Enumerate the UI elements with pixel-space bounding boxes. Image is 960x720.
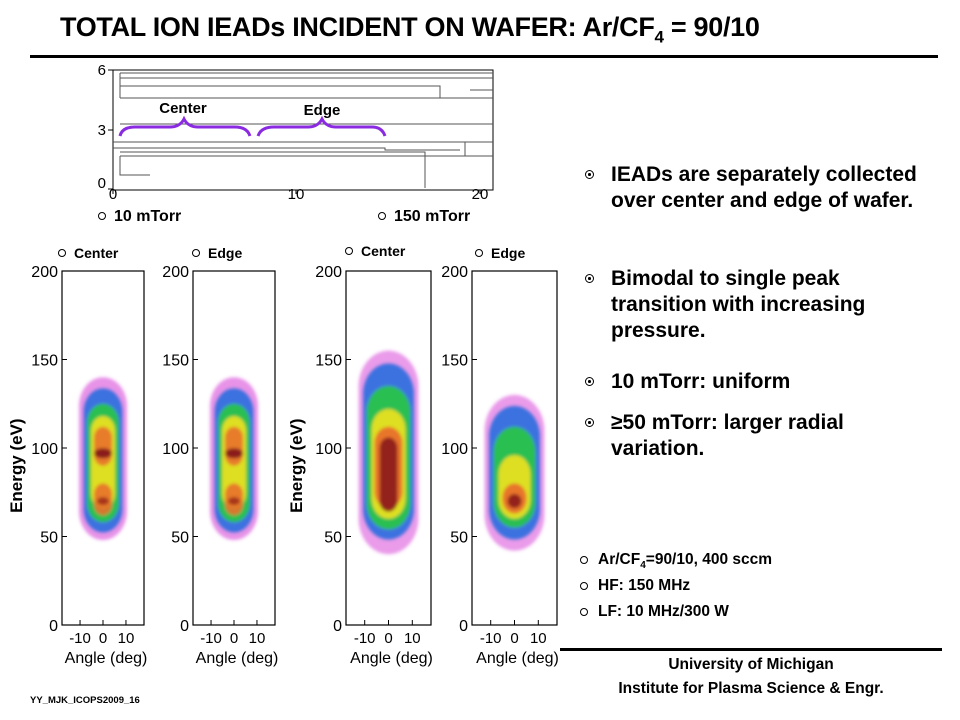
ytick-label: 0 — [333, 618, 342, 635]
ytick-label: 50 — [171, 530, 189, 547]
ylabel-right: Energy (eV) — [287, 418, 306, 512]
bullet-icon — [580, 556, 588, 564]
iead-10-center: 200 150 100 50 0 -10 0 10 Angle (deg) — [31, 264, 147, 667]
ytick-label: 150 — [315, 353, 342, 370]
xtick-label: 10 — [249, 630, 266, 647]
bullet-icon — [585, 418, 594, 427]
geo-xtick-10: 10 — [288, 186, 305, 200]
ytick-label: 150 — [162, 353, 189, 370]
bullet-icon — [580, 608, 588, 616]
bullet-icon — [585, 170, 594, 179]
pressure-header-10: 10 mTorr — [98, 208, 181, 226]
iead-contour-band — [379, 437, 398, 512]
geo-xtick-20: 20 — [472, 186, 489, 200]
ytick-label: 200 — [441, 264, 468, 281]
condition-gas: Ar/CF4=90/10, 400 sccm — [580, 551, 772, 571]
title-rule — [30, 55, 938, 58]
panel-label-10-edge: Edge — [192, 245, 242, 261]
edge-brace — [256, 115, 387, 137]
ytick-label: 200 — [31, 264, 58, 281]
bullet-icon — [585, 274, 594, 283]
footer-rule — [560, 648, 942, 651]
ytick-label: 100 — [441, 441, 468, 458]
bullet-icon — [58, 249, 66, 257]
panel-label-150-edge: Edge — [475, 245, 525, 261]
xlabel: Angle (deg) — [65, 650, 148, 667]
xtick-label: 10 — [530, 630, 547, 647]
xtick-label: -10 — [69, 630, 91, 647]
geo-xtick-0: 0 — [109, 186, 117, 200]
reactor-geometry-plot: 6 3 0 0 10 20 Center Edge — [98, 62, 494, 200]
xtick-label: -10 — [200, 630, 222, 647]
iead-peak-high — [225, 448, 243, 459]
condition-hf: HF: 150 MHz — [580, 577, 690, 595]
bullet-item: IEADs are separately collected over cent… — [585, 162, 925, 214]
xtick-label: -10 — [354, 630, 376, 647]
xtick-label: 0 — [99, 630, 107, 647]
edge-region-label: Edge — [304, 102, 341, 119]
xtick-label: 0 — [384, 630, 392, 647]
panel-label-150-center: Center — [345, 243, 405, 259]
panel-label-10-center: Center — [58, 245, 118, 261]
slide-title: TOTAL ION IEADs INCIDENT ON WAFER: Ar/CF… — [60, 12, 760, 47]
iead-10-edge: 200 150 100 50 0 -10 0 10 Angle (deg) — [162, 264, 278, 667]
iead-contour-band — [225, 426, 243, 466]
ytick-label: 100 — [315, 441, 342, 458]
ytick-label: 0 — [459, 618, 468, 635]
bullet-icon — [585, 377, 594, 386]
center-brace — [118, 115, 252, 137]
bullet-icon — [345, 247, 353, 255]
xtick-label: 10 — [118, 630, 135, 647]
iead-150-center: 200 150 100 50 0 -10 0 10 Angle (deg) — [315, 264, 433, 667]
geo-ytick-6: 6 — [98, 62, 106, 79]
ytick-label: 50 — [450, 530, 468, 547]
footer-university: University of Michigan — [668, 656, 834, 673]
ytick-label: 100 — [31, 441, 58, 458]
iead-peak-low — [228, 497, 240, 506]
condition-lf: LF: 10 MHz/300 W — [580, 603, 729, 621]
xtick-label: 0 — [230, 630, 238, 647]
footer-institute: Institute for Plasma Science & Engr. — [618, 680, 884, 697]
xlabel: Angle (deg) — [196, 650, 279, 667]
iead-peak-low — [97, 497, 109, 506]
bullet-icon — [580, 582, 588, 590]
ytick-label: 0 — [180, 618, 189, 635]
iead-150-edge: 200 150 100 50 0 -10 0 10 Angle (deg) — [441, 264, 559, 667]
geo-ytick-0: 0 — [98, 175, 106, 192]
ytick-label: 150 — [31, 353, 58, 370]
geo-ytick-3: 3 — [98, 122, 106, 139]
xlabel: Angle (deg) — [476, 650, 559, 667]
center-region-label: Center — [159, 100, 207, 117]
bullet-item: Bimodal to single peak transition with i… — [585, 266, 925, 344]
xlabel: Angle (deg) — [350, 650, 433, 667]
xtick-label: 0 — [510, 630, 518, 647]
bullet-icon — [475, 249, 483, 257]
geometry-outline — [113, 72, 493, 188]
ytick-label: 50 — [324, 530, 342, 547]
iead-peak-high — [94, 448, 112, 459]
ytick-label: 100 — [162, 441, 189, 458]
slide-id: YY_MJK_ICOPS2009_16 — [30, 695, 140, 706]
bullet-item: 10 mTorr: uniform — [585, 369, 925, 395]
ytick-label: 200 — [315, 264, 342, 281]
bullet-icon — [98, 212, 106, 220]
ylabel-left: Energy (eV) — [7, 418, 26, 512]
bullet-icon — [378, 212, 386, 220]
bullet-item: ≥50 mTorr: larger radial variation. — [585, 410, 925, 462]
ytick-label: 200 — [162, 264, 189, 281]
xtick-label: 10 — [404, 630, 421, 647]
iead-contour-band — [94, 426, 112, 466]
ytick-label: 150 — [441, 353, 468, 370]
bullet-icon — [192, 249, 200, 257]
geometry-frame — [112, 69, 494, 191]
ytick-label: 0 — [49, 618, 58, 635]
iead-contour-band — [507, 494, 522, 509]
ytick-label: 50 — [40, 530, 58, 547]
xtick-label: -10 — [480, 630, 502, 647]
pressure-header-150: 150 mTorr — [378, 208, 470, 226]
